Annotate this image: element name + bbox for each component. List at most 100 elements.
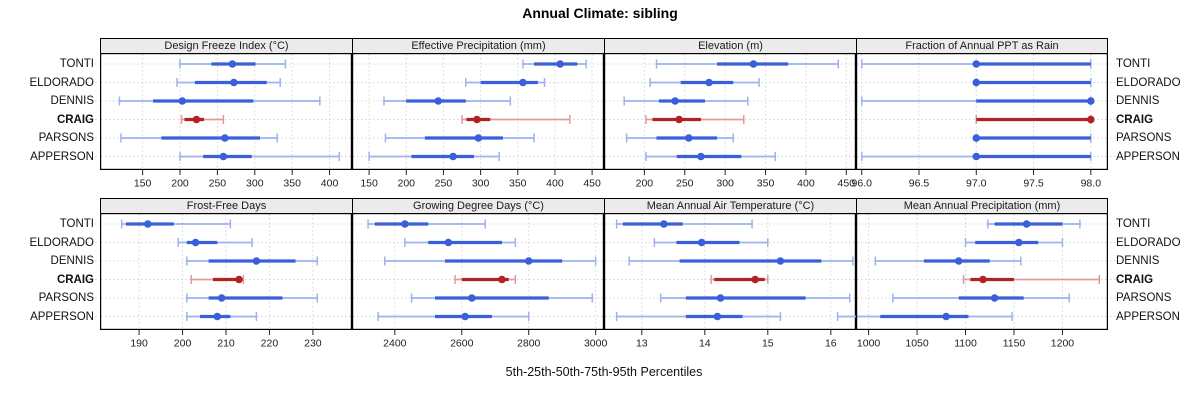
percentile-row-craig <box>962 275 1101 284</box>
median-dot <box>498 275 506 284</box>
median-dot <box>192 115 201 124</box>
median-dot <box>217 294 226 302</box>
median-dot <box>697 238 706 247</box>
panel-header-design-freeze-index-c: Design Freeze Index (°C) <box>100 38 353 54</box>
tick-label: 350 <box>509 178 527 190</box>
site-label-left-dennis: DENNIS <box>50 95 94 107</box>
percentile-row-dennis <box>860 96 1095 106</box>
percentile-row-apperson <box>836 312 1013 321</box>
tick-label: 350 <box>757 178 775 190</box>
tick-label: 230 <box>304 338 322 350</box>
median-dot <box>1015 238 1023 247</box>
median-dot <box>972 134 981 142</box>
tick-label: 1050 <box>905 338 929 350</box>
median-dot <box>401 220 409 228</box>
site-label-left-apperson: APPERSON <box>30 310 94 323</box>
tick-label: 300 <box>472 178 490 190</box>
tick-label: 200 <box>636 178 654 190</box>
tick-label: 210 <box>217 338 235 350</box>
axis-caption: 5th-25th-50th-75th-95th Percentiles <box>505 365 703 379</box>
tick-label: 250 <box>676 178 694 190</box>
median-dot <box>221 134 229 142</box>
tick-label: 150 <box>360 178 378 190</box>
tick-label: 3000 <box>584 338 608 350</box>
tick-label: 190 <box>130 338 148 350</box>
median-dot <box>660 220 668 228</box>
tick-label: 200 <box>171 178 189 190</box>
percentile-row-tonti <box>522 59 587 69</box>
site-label-left-craig: CRAIG <box>56 113 94 126</box>
percentile-row-eldorado <box>972 78 1092 87</box>
median-dot <box>178 97 187 105</box>
percentile-row-apperson <box>368 152 500 161</box>
site-label-left-dennis: DENNIS <box>50 255 94 267</box>
tick-label: 400 <box>321 178 339 190</box>
tick-label: 2400 <box>383 338 407 350</box>
chart-title: Annual Climate: sibling <box>522 5 678 21</box>
median-dot <box>230 78 238 87</box>
site-label-left-parsons: PARSONS <box>38 132 94 144</box>
tick-label: 400 <box>797 178 815 190</box>
tick-label: 1200 <box>1051 338 1075 350</box>
site-label-left-eldorado: ELDORADO <box>29 76 94 89</box>
panel-border <box>352 53 605 171</box>
median-dot <box>461 312 469 321</box>
median-dot <box>990 294 999 302</box>
tick-label: 14 <box>699 338 711 350</box>
median-dot <box>524 257 533 265</box>
percentile-row-eldorado <box>649 78 760 87</box>
site-label-right-craig: CRAIG <box>1116 273 1154 286</box>
site-label-right-dennis: DENNIS <box>1116 255 1160 267</box>
tick-label: 300 <box>716 178 734 190</box>
median-dot <box>1087 115 1095 124</box>
percentile-row-dennis <box>874 256 1022 266</box>
tick-label: 96.5 <box>909 178 930 190</box>
panel-border <box>352 213 605 331</box>
percentile-row-dennis <box>384 256 597 266</box>
site-label-left-apperson: APPERSON <box>30 150 94 163</box>
tick-label: 150 <box>134 178 152 190</box>
tick-label: 16 <box>825 338 837 350</box>
median-dot <box>235 275 243 284</box>
percentile-row-craig <box>645 115 745 124</box>
percentile-row-parsons <box>384 133 535 143</box>
tick-label: 97.5 <box>1023 178 1044 190</box>
median-dot <box>191 238 200 247</box>
panel-border <box>856 213 1109 331</box>
median-dot <box>705 78 713 87</box>
panel-header-mean-annual-precipitation-mm: Mean Annual Precipitation (mm) <box>856 198 1108 214</box>
site-label-right-craig: CRAIG <box>1116 113 1154 126</box>
site-label-right-parsons: PARSONS <box>1116 292 1172 304</box>
percentile-row-parsons <box>972 133 1092 143</box>
median-dot <box>473 115 481 124</box>
tick-label: 2800 <box>517 338 541 350</box>
median-dot <box>697 152 705 161</box>
percentile-row-tonti <box>367 219 486 229</box>
percentile-row-parsons <box>892 293 1070 303</box>
percentile-row-eldorado <box>404 238 517 247</box>
median-dot <box>776 257 785 265</box>
percentile-row-craig <box>710 275 769 284</box>
median-dot <box>252 257 261 265</box>
median-dot <box>468 294 476 302</box>
median-dot <box>143 220 152 228</box>
site-label-right-tonti: TONTI <box>1116 58 1151 70</box>
percentile-row-craig <box>190 275 245 284</box>
median-dot <box>228 60 237 68</box>
median-dot <box>972 152 981 161</box>
tick-label: 350 <box>283 178 301 190</box>
percentile-row-eldorado <box>176 78 281 87</box>
tick-label: 15 <box>762 338 774 350</box>
site-label-left-craig: CRAIG <box>56 273 94 286</box>
median-dot <box>434 97 443 105</box>
percentile-row-parsons <box>625 133 734 143</box>
median-dot <box>972 60 981 68</box>
site-label-left-tonti: TONTI <box>59 58 94 70</box>
panel-mean-annual-precipitation-mm: 1000 1050 1100 1150 1200 <box>836 213 1121 350</box>
tick-label: 98.0 <box>1081 178 1102 190</box>
median-dot <box>219 152 228 161</box>
site-label-right-tonti: TONTI <box>1116 218 1151 230</box>
site-label-right-apperson: APPERSON <box>1116 310 1180 323</box>
tick-label: 250 <box>435 178 453 190</box>
